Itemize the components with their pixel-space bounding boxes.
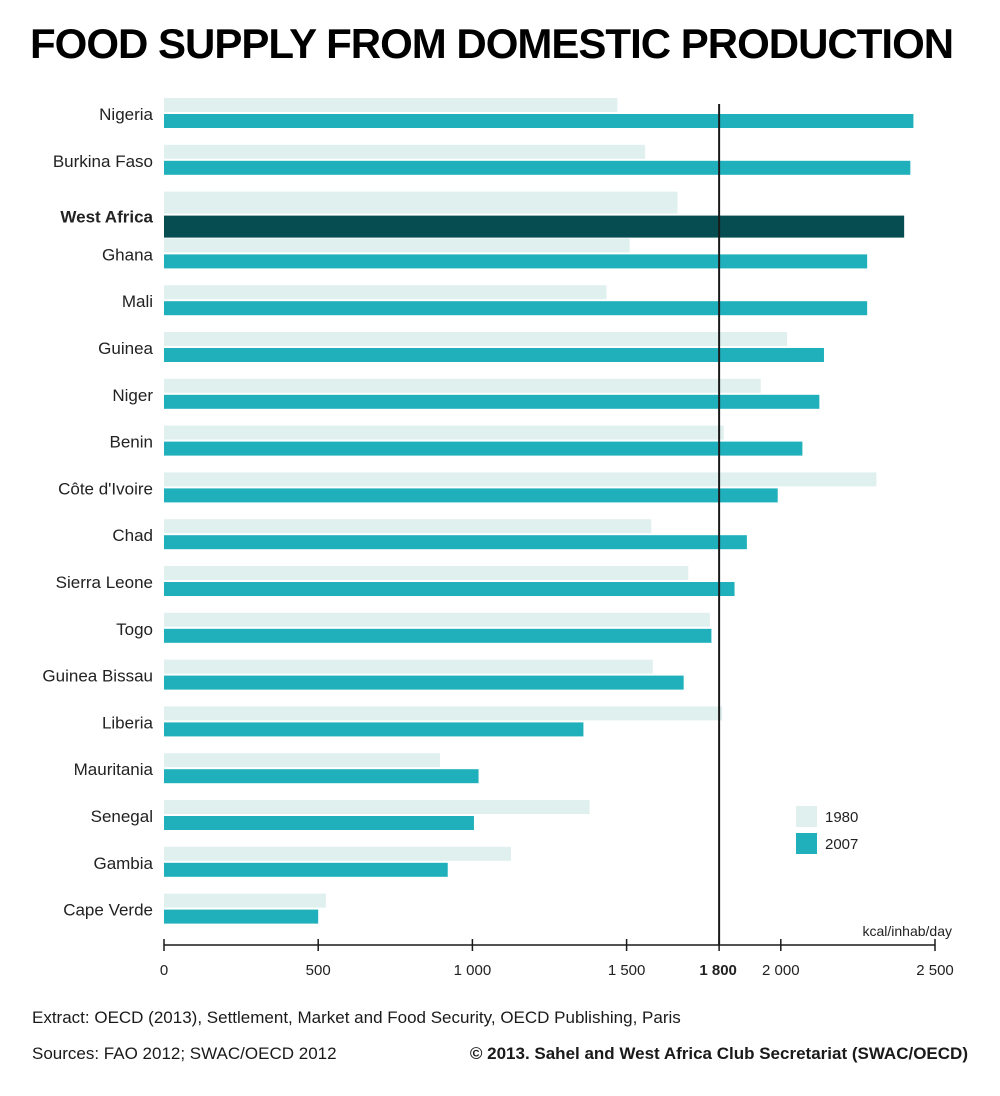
extract-note: Extract: OECD (2013), Settlement, Market… bbox=[32, 1008, 681, 1027]
unit-label: kcal/inhab/day bbox=[862, 923, 952, 939]
category-label-sierra-leone: Sierra Leone bbox=[56, 573, 153, 592]
bar-2007-liberia bbox=[164, 722, 584, 737]
bar-2007-guinea bbox=[164, 348, 824, 362]
bar-2007-senegal bbox=[164, 816, 474, 830]
bar-2007-chad bbox=[164, 535, 747, 550]
bar-2007-guinea-bissau bbox=[164, 675, 684, 690]
category-label-liberia: Liberia bbox=[102, 713, 154, 732]
bar-2007-benin bbox=[164, 441, 803, 456]
copyright-note: © 2013. Sahel and West Africa Club Secre… bbox=[469, 1044, 968, 1063]
bar-1980-ghana bbox=[164, 238, 630, 253]
bar-2007-gambia bbox=[164, 862, 448, 877]
x-tick-label-0: 0 bbox=[160, 962, 168, 979]
bar-1980-senegal bbox=[164, 800, 590, 814]
x-tick-label-1000: 1 000 bbox=[454, 962, 492, 979]
bar-1980-nigeria bbox=[164, 98, 618, 112]
category-label-chad: Chad bbox=[112, 526, 153, 545]
legend-label-1980: 1980 bbox=[825, 809, 858, 826]
category-label-niger: Niger bbox=[112, 386, 153, 405]
category-label-nigeria: Nigeria bbox=[99, 105, 153, 124]
bar-1980-liberia bbox=[164, 706, 723, 721]
category-label-guinea: Guinea bbox=[98, 339, 153, 358]
bar-1980-c-te-d-ivoire bbox=[164, 472, 877, 487]
category-label-guinea-bissau: Guinea Bissau bbox=[42, 667, 153, 686]
bar-1980-gambia bbox=[164, 846, 511, 861]
category-label-cape-verde: Cape Verde bbox=[63, 901, 153, 920]
bar-2007-niger bbox=[164, 394, 820, 409]
bar-chart: Nigeria Burkina Faso West Africa Ghana Mali G… bbox=[42, 98, 954, 979]
legend-swatch-2007 bbox=[796, 833, 817, 854]
bar-2007-west-africa bbox=[164, 215, 905, 238]
bar-1980-benin bbox=[164, 425, 724, 440]
bar-2007-nigeria bbox=[164, 114, 914, 128]
category-label-gambia: Gambia bbox=[93, 854, 153, 873]
bar-1980-cape-verde bbox=[164, 893, 326, 908]
category-label-c-te-d-ivoire: Côte d'Ivoire bbox=[58, 479, 153, 498]
bar-2007-sierra-leone bbox=[164, 582, 735, 596]
category-label-senegal: Senegal bbox=[91, 807, 153, 826]
bar-1980-mauritania bbox=[164, 753, 441, 768]
bar-1980-guinea-bissau bbox=[164, 659, 653, 674]
bar-2007-mauritania bbox=[164, 769, 479, 784]
bar-2007-togo bbox=[164, 628, 712, 643]
bar-2007-c-te-d-ivoire bbox=[164, 488, 778, 503]
category-label-benin: Benin bbox=[110, 433, 153, 452]
bar-1980-togo bbox=[164, 612, 710, 627]
bar-2007-burkina-faso bbox=[164, 160, 911, 175]
chart-title: FOOD SUPPLY FROM DOMESTIC PRODUCTION bbox=[30, 20, 954, 67]
category-label-west-africa: West Africa bbox=[60, 208, 153, 227]
bar-1980-sierra-leone bbox=[164, 566, 689, 580]
category-label-ghana: Ghana bbox=[102, 245, 154, 264]
x-tick-label-1800: 1 800 bbox=[699, 962, 737, 979]
bar-1980-mali bbox=[164, 285, 607, 300]
sources-note: Sources: FAO 2012; SWAC/OECD 2012 bbox=[32, 1044, 337, 1063]
legend-label-2007: 2007 bbox=[825, 836, 858, 853]
bar-2007-mali bbox=[164, 301, 868, 316]
x-tick-label-1500: 1 500 bbox=[608, 962, 646, 979]
bar-2007-ghana bbox=[164, 254, 868, 269]
category-label-togo: Togo bbox=[116, 620, 153, 639]
bar-1980-guinea bbox=[164, 332, 787, 346]
category-label-mali: Mali bbox=[122, 292, 153, 311]
bar-1980-west-africa bbox=[164, 191, 678, 214]
bar-2007-cape-verde bbox=[164, 909, 319, 924]
legend-swatch-1980 bbox=[796, 806, 817, 827]
x-tick-label-2000: 2 000 bbox=[762, 962, 800, 979]
category-label-burkina-faso: Burkina Faso bbox=[53, 152, 153, 171]
category-label-mauritania: Mauritania bbox=[74, 760, 154, 779]
x-tick-label-2500: 2 500 bbox=[916, 962, 954, 979]
bar-1980-chad bbox=[164, 519, 652, 534]
x-tick-label-500: 500 bbox=[306, 962, 331, 979]
bar-1980-niger bbox=[164, 378, 761, 393]
bar-1980-burkina-faso bbox=[164, 144, 646, 159]
